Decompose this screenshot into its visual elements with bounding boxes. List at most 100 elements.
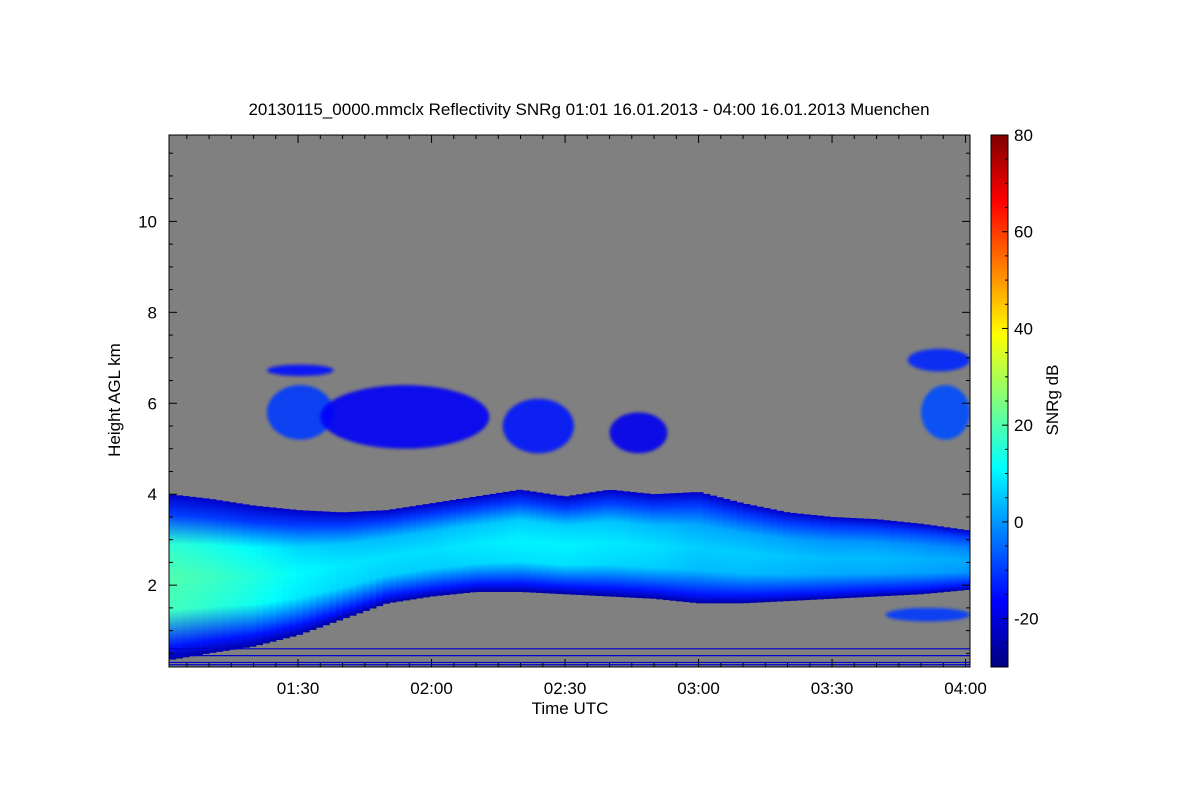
cloud-column xyxy=(335,512,344,621)
cloud-column xyxy=(896,521,904,596)
cloud-column xyxy=(569,495,577,595)
cloud-column xyxy=(462,498,470,593)
cloud-column xyxy=(596,491,604,597)
cloud-column xyxy=(342,512,350,619)
cloud-column xyxy=(562,496,571,595)
cloud-column xyxy=(609,490,617,597)
cloud-column xyxy=(182,496,190,658)
cloud-column xyxy=(355,511,364,614)
x-tick-label: 03:30 xyxy=(811,679,854,698)
cloud-column xyxy=(856,518,864,598)
y-tick-label: 6 xyxy=(148,394,157,413)
cloud-column xyxy=(709,495,717,604)
colorbar: -20 0 20 40 60 80 SNRg dB xyxy=(990,126,1062,668)
cloud-column xyxy=(629,492,637,598)
cloud-column xyxy=(362,511,370,611)
cloud-column xyxy=(169,494,177,660)
cloud-column xyxy=(542,493,551,594)
cloud-column xyxy=(662,493,671,601)
colorbar-tick-label: 40 xyxy=(1014,319,1033,338)
cloud-column xyxy=(676,492,684,602)
colorbar-ticks: -20 0 20 40 60 80 xyxy=(1002,126,1039,668)
cloud-column xyxy=(923,524,931,594)
cloud-column xyxy=(295,510,304,635)
cloud-column xyxy=(482,494,490,592)
cloud-column xyxy=(669,493,677,601)
cloud-column xyxy=(322,511,330,626)
upper-cloud-patch xyxy=(609,412,668,454)
cloud-column xyxy=(282,508,290,639)
main-cloud-layer xyxy=(169,489,970,660)
cloud-column xyxy=(703,493,711,604)
cloud-column xyxy=(395,508,404,602)
plot-area xyxy=(168,134,971,668)
cloud-column xyxy=(402,507,410,601)
cloud-column xyxy=(202,498,210,654)
colorbar-tick-label: 20 xyxy=(1014,416,1033,435)
cloud-column xyxy=(442,501,450,596)
cloud-column xyxy=(255,506,264,646)
chart-title: 20130115_0000.mmclx Reflectivity SNRg 01… xyxy=(248,100,929,119)
x-axis: 01:30 02:00 02:30 03:00 03:30 04:00 xyxy=(186,135,987,698)
cloud-column xyxy=(836,517,844,599)
cloud-column xyxy=(576,494,584,595)
cloud-column xyxy=(249,505,257,647)
cloud-column xyxy=(589,492,597,596)
upper-cloud-patch xyxy=(921,385,970,440)
plot-frame xyxy=(168,134,971,668)
cloud-column xyxy=(195,497,203,656)
cloud-column xyxy=(656,493,664,600)
upper-cloud-patch xyxy=(266,364,334,376)
upper-cloud-patch xyxy=(907,348,970,372)
cloud-column xyxy=(883,520,891,597)
cloud-column xyxy=(729,500,737,604)
cloud-column xyxy=(262,506,270,644)
cloud-column xyxy=(449,500,457,595)
cloud-column xyxy=(716,497,724,604)
cloud-column xyxy=(476,495,484,592)
cloud-column xyxy=(803,514,811,601)
cloud-column xyxy=(889,520,898,596)
cloud-column xyxy=(496,492,504,592)
lower-cloud-patch xyxy=(885,607,970,622)
colorbar-tick-label: 0 xyxy=(1014,513,1023,532)
cloud-column xyxy=(509,490,517,592)
cloud-column xyxy=(876,519,884,597)
cloud-column xyxy=(936,526,944,593)
heatmap-layer xyxy=(169,348,970,666)
cloud-column xyxy=(649,494,657,599)
upper-cloud-patch xyxy=(502,398,574,454)
x-tick-label: 03:00 xyxy=(677,679,720,698)
cloud-column xyxy=(916,523,924,595)
cloud-column xyxy=(943,527,951,592)
cloud-column xyxy=(456,499,464,594)
cloud-column xyxy=(956,529,964,591)
cloud-column xyxy=(636,492,644,599)
cloud-column xyxy=(736,502,744,604)
upper-cloud-patch xyxy=(266,385,334,440)
cloud-column xyxy=(949,528,958,592)
cloud-column xyxy=(375,510,384,607)
cloud-column xyxy=(582,493,591,596)
cloud-column xyxy=(275,508,284,641)
cloud-column xyxy=(756,506,764,603)
cloud-column xyxy=(436,502,444,596)
cloud-column xyxy=(309,510,317,630)
cloud-column xyxy=(209,499,217,653)
cloud-column xyxy=(849,518,858,598)
x-axis-label: Time UTC xyxy=(532,699,609,718)
cloud-column xyxy=(529,491,537,593)
cloud-column xyxy=(616,490,624,598)
cloud-column xyxy=(823,516,831,600)
cloud-column xyxy=(809,515,818,600)
cloud-column xyxy=(816,515,824,600)
cloud-column xyxy=(929,525,938,594)
cloud-column xyxy=(422,504,430,598)
cloud-column xyxy=(783,512,791,602)
colorbar-tick-label: 80 xyxy=(1014,126,1033,145)
x-tick-label: 04:00 xyxy=(944,679,987,698)
y-axis-label: Height AGL km xyxy=(105,343,124,457)
cloud-column xyxy=(469,496,477,593)
cloud-column xyxy=(289,509,297,637)
y-tick-label: 8 xyxy=(148,303,157,322)
